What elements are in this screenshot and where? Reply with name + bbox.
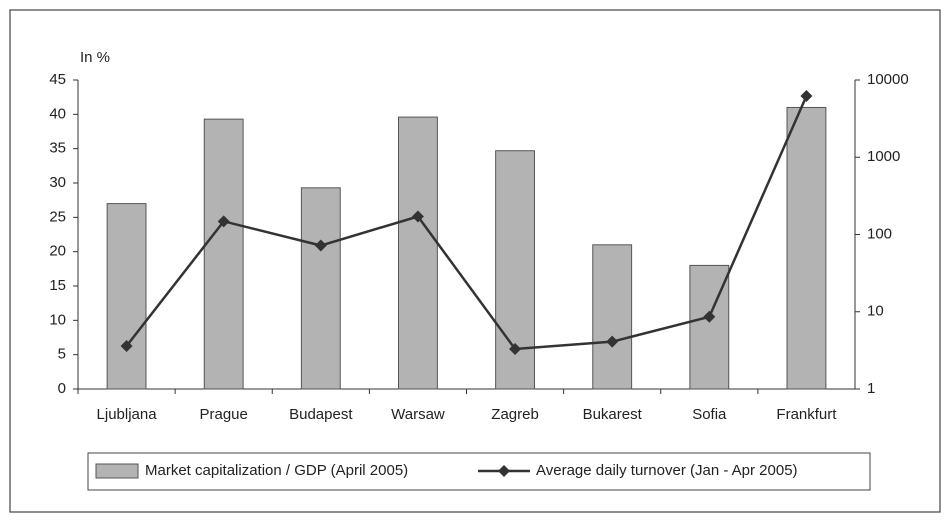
y-tick-label: 35 bbox=[49, 140, 66, 157]
marker bbox=[509, 342, 522, 355]
legend-label: Average daily turnover (Jan - Apr 2005) bbox=[536, 462, 798, 479]
marker bbox=[314, 239, 327, 252]
marker bbox=[217, 215, 230, 228]
y2-tick-label: 10000 bbox=[867, 71, 909, 88]
bar bbox=[592, 244, 633, 390]
y2-tick-label: 1000 bbox=[867, 148, 900, 165]
x-tick-label: Ljubljana bbox=[97, 406, 158, 423]
y-tick-label: 10 bbox=[49, 311, 66, 328]
x-tick-label: Zagreb bbox=[491, 406, 539, 423]
marker bbox=[703, 310, 716, 323]
bar bbox=[300, 187, 341, 390]
frame bbox=[9, 9, 941, 513]
bar bbox=[398, 116, 438, 390]
x-tick-label: Warsaw bbox=[391, 406, 445, 423]
bar bbox=[106, 203, 147, 390]
y-tick-label: 0 bbox=[58, 380, 66, 397]
legend-swatch bbox=[95, 463, 139, 479]
marker bbox=[800, 90, 813, 103]
y-tick-label: 15 bbox=[49, 277, 66, 294]
x-tick-label: Budapest bbox=[289, 406, 353, 423]
x-tick-label: Bukarest bbox=[583, 406, 643, 423]
bar bbox=[203, 118, 244, 390]
line bbox=[125, 95, 808, 351]
y2-tick-label: 100 bbox=[867, 225, 892, 242]
marker bbox=[606, 335, 619, 348]
y-tick-label: 40 bbox=[49, 105, 66, 122]
x-tick-label: Sofia bbox=[692, 406, 727, 423]
y-tick-label: 5 bbox=[58, 346, 66, 363]
y-tick-label: 45 bbox=[49, 71, 66, 88]
legend bbox=[87, 452, 871, 491]
y-axis-label: In % bbox=[80, 49, 110, 66]
legend-label: Market capitalization / GDP (April 2005) bbox=[145, 462, 408, 479]
y2-tick-label: 10 bbox=[867, 303, 884, 320]
y-tick-label: 25 bbox=[49, 208, 66, 225]
x-tick-label: Frankfurt bbox=[776, 406, 837, 423]
legend-marker bbox=[498, 465, 510, 477]
y-tick-label: 30 bbox=[49, 174, 66, 191]
bar bbox=[786, 106, 827, 390]
marker bbox=[120, 340, 133, 353]
x-tick-label: Prague bbox=[200, 406, 248, 423]
y2-tick-label: 1 bbox=[867, 380, 875, 397]
marker bbox=[411, 210, 424, 223]
y-tick-label: 20 bbox=[49, 243, 66, 260]
